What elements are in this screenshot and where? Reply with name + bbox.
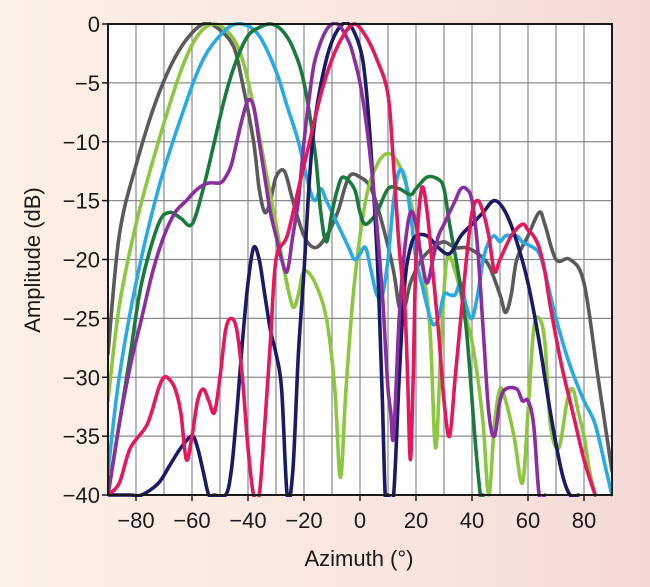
series-line-4 <box>108 22 485 497</box>
x-tick-label: −80 <box>117 508 154 533</box>
y-tick-label: −40 <box>63 483 100 508</box>
x-tick-label: −40 <box>229 508 266 533</box>
x-tick-label: −60 <box>173 508 210 533</box>
y-axis-title: Amplitude (dB) <box>20 187 45 333</box>
x-tick-label: 40 <box>460 508 484 533</box>
y-tick-label: −25 <box>63 306 100 331</box>
x-tick-label: 60 <box>516 508 540 533</box>
x-axis-title: Azimuth (°) <box>304 546 413 571</box>
y-tick-label: −35 <box>63 424 100 449</box>
y-tick-label: −5 <box>75 71 100 96</box>
x-tick-label: 80 <box>572 508 596 533</box>
series-line-3 <box>108 22 612 497</box>
x-tick-label: 0 <box>354 508 366 533</box>
y-tick-label: −15 <box>63 189 100 214</box>
y-tick-label: −30 <box>63 365 100 390</box>
x-tick-label: 20 <box>404 508 428 533</box>
x-tick-label: −20 <box>285 508 322 533</box>
y-tick-label: −20 <box>63 248 100 273</box>
series-line-7 <box>108 22 597 497</box>
y-tick-label: −10 <box>63 130 100 155</box>
series-line-6 <box>108 22 547 497</box>
y-tick-label: 0 <box>88 12 100 37</box>
